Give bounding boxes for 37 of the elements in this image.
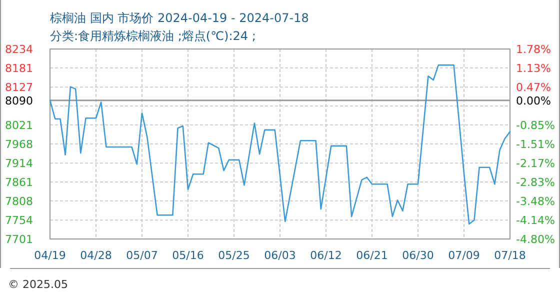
y-tick-label: 7808: [5, 194, 33, 208]
x-tick-label: 06/30: [402, 249, 434, 262]
y-tick-label: 7701: [5, 233, 33, 246]
x-tick-label: 07/09: [448, 249, 480, 262]
y-tick-label: 7754: [5, 214, 33, 228]
y-tick-label: 8181: [5, 62, 33, 75]
y2-tick-label: -4.14%: [516, 214, 555, 227]
y-tick-label: 7861: [5, 176, 33, 189]
x-tick-label: 06/21: [356, 249, 388, 262]
y2-tick-label: 0.00%: [516, 94, 551, 108]
x-tick-label: 06/12: [310, 249, 342, 262]
y2-tick-label: -2.83%: [516, 176, 555, 190]
y-tick-label: 7914: [5, 157, 33, 170]
x-tick-label: 04/19: [34, 249, 66, 262]
x-tick-label: 06/03: [264, 249, 296, 262]
y-tick-label: 8090: [5, 94, 33, 108]
y2-tick-label: 1.78%: [516, 43, 551, 56]
chart-title: 棕榈油 国内 市场价 2024-04-19 - 2024-07-18: [50, 11, 309, 25]
y-tick-label: 7968: [5, 138, 33, 151]
y2-tick-label: -1.51%: [516, 138, 555, 151]
y2-tick-label: -0.85%: [516, 118, 555, 132]
x-tick-label: 05/07: [126, 249, 158, 262]
y-tick-label: 8234: [5, 43, 33, 56]
x-tick-label: 07/18: [494, 249, 526, 262]
chart-subtitle: 分类:食用精炼棕榈液油 ;熔点(℃):24 ;: [50, 29, 256, 43]
y2-tick-label: 1.13%: [516, 62, 551, 75]
y-tick-label: 8021: [5, 118, 33, 132]
x-tick-label: 05/25: [218, 249, 250, 262]
y2-tick-label: 0.47%: [516, 80, 551, 94]
x-tick-label: 05/16: [172, 249, 204, 262]
y2-tick-label: -3.48%: [516, 194, 555, 208]
x-tick-label: 04/28: [80, 249, 112, 262]
y-tick-label: 8127: [5, 81, 33, 94]
text: © 2025.05: [8, 278, 68, 291]
line-series: [49, 64, 511, 225]
y2-tick-label: -2.17%: [516, 157, 555, 170]
y2-tick-label: -4.80%: [516, 233, 555, 246]
